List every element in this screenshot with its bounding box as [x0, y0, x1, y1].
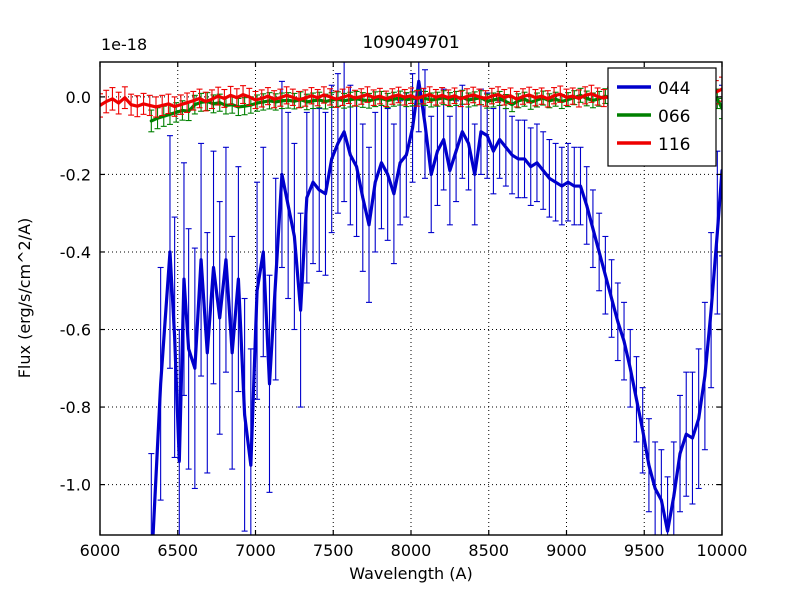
x-tick-label: 9000	[546, 541, 587, 560]
page-title: 109049701	[362, 33, 459, 53]
series-044	[148, 62, 722, 535]
legend-box	[607, 67, 717, 167]
x-tick-label: 7500	[313, 541, 354, 560]
x-axis-label: Wavelength (A)	[349, 564, 472, 583]
x-tick-label: 9500	[624, 541, 665, 560]
data-series-group	[100, 62, 722, 535]
x-tick-label: 7000	[235, 541, 276, 560]
y-tick-label: 0.0	[66, 88, 91, 107]
y-tick-label: -0.8	[60, 398, 91, 417]
legend-label-116[interactable]: 116	[658, 135, 690, 155]
legend-label-044[interactable]: 044	[658, 79, 690, 99]
x-tick-label: 8500	[468, 541, 509, 560]
legend[interactable]: 044 066 116	[607, 67, 717, 167]
y-tick-label: -0.4	[60, 243, 91, 262]
y-axis-label: Flux (erg/s/cm^2/A)	[15, 218, 34, 379]
y-tick-label: -0.2	[60, 165, 91, 184]
y-tick-label: -0.6	[60, 321, 91, 340]
y-axis-offset-text: 1e-18	[101, 35, 147, 54]
legend-label-066[interactable]: 066	[658, 107, 690, 127]
x-tick-label: 6000	[80, 541, 121, 560]
y-tick-label: -1.0	[60, 476, 91, 495]
x-tick-labels: 6000 6500 7000 7500 8000 8500 9000 9500 10000	[80, 541, 748, 560]
line-044	[151, 79, 722, 535]
axis-ticks	[99, 62, 723, 535]
y-tick-labels: 0.0 -0.2 -0.4 -0.6 -0.8 -1.0	[60, 88, 91, 495]
x-tick-label: 10000	[697, 541, 748, 560]
x-tick-label: 6500	[157, 541, 198, 560]
x-tick-label: 8000	[391, 541, 432, 560]
